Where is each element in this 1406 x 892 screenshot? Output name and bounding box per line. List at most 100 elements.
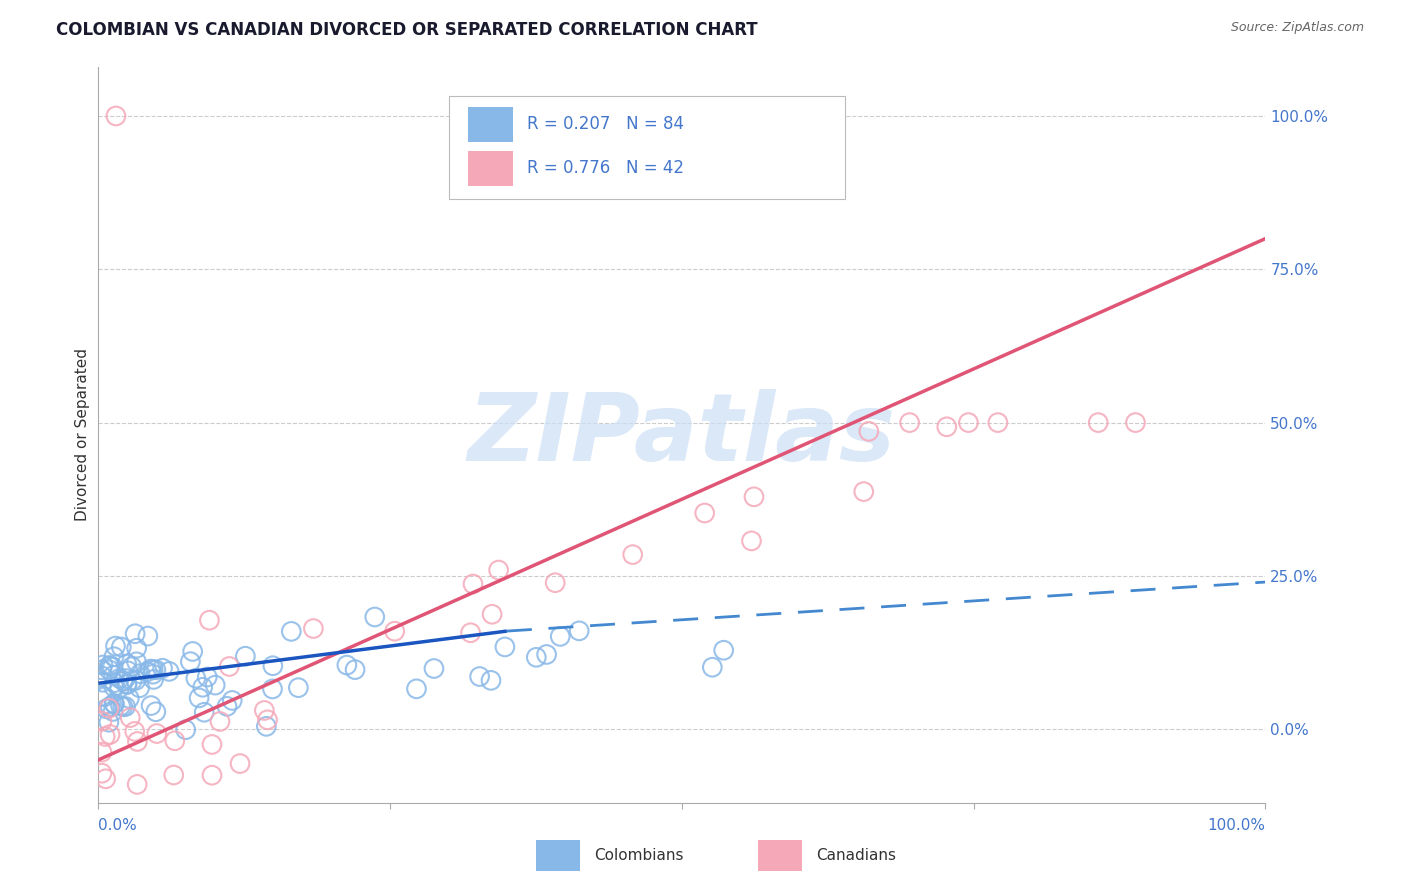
Point <box>103 675 125 690</box>
Point <box>110 698 132 713</box>
Point <box>115 678 138 692</box>
Point <box>91 658 114 673</box>
Point <box>142 673 165 687</box>
Point <box>740 533 762 548</box>
Point <box>287 681 309 695</box>
Bar <box>468 107 513 142</box>
Bar <box>758 840 801 871</box>
Point <box>98 699 121 714</box>
Point <box>693 506 716 520</box>
Point <box>536 648 558 662</box>
Point <box>98 663 121 677</box>
FancyBboxPatch shape <box>449 96 845 200</box>
Point <box>858 425 880 439</box>
Point <box>97 701 120 715</box>
Bar <box>536 840 581 871</box>
Point <box>103 668 125 682</box>
Point <box>90 766 112 780</box>
Point <box>262 658 284 673</box>
Point <box>124 724 146 739</box>
Point <box>114 672 136 686</box>
Point <box>201 768 224 782</box>
Point <box>157 665 180 679</box>
Point <box>204 678 226 692</box>
Text: Colombians: Colombians <box>595 848 683 863</box>
Point <box>229 756 252 771</box>
Point <box>127 777 149 791</box>
Point <box>1087 416 1109 430</box>
Point <box>215 699 238 714</box>
Text: COLOMBIAN VS CANADIAN DIVORCED OR SEPARATED CORRELATION CHART: COLOMBIAN VS CANADIAN DIVORCED OR SEPARA… <box>56 21 758 38</box>
Point <box>254 719 277 733</box>
Text: Source: ZipAtlas.com: Source: ZipAtlas.com <box>1230 21 1364 34</box>
Point <box>262 681 284 696</box>
Point <box>145 705 167 719</box>
Point <box>145 663 167 677</box>
Point <box>280 624 302 639</box>
Point <box>193 705 215 719</box>
Point <box>479 673 502 688</box>
Point <box>127 734 149 748</box>
Point <box>235 649 257 664</box>
Point <box>524 650 547 665</box>
Point <box>256 713 278 727</box>
Point <box>201 738 224 752</box>
Point <box>104 109 127 123</box>
Point <box>90 669 112 683</box>
Point <box>125 673 148 688</box>
Point <box>344 663 367 677</box>
Point <box>98 727 121 741</box>
Point <box>108 672 131 686</box>
Point <box>93 690 115 704</box>
Point <box>97 715 120 730</box>
Point <box>103 680 125 694</box>
Point <box>101 705 124 719</box>
Point <box>111 699 134 714</box>
Point <box>94 772 117 786</box>
Point <box>118 691 141 706</box>
Point <box>94 730 117 744</box>
Point <box>90 745 112 759</box>
Point <box>384 624 406 639</box>
Point <box>935 419 957 434</box>
Point <box>364 610 387 624</box>
Point <box>302 622 325 636</box>
Point <box>494 640 516 654</box>
Point <box>139 698 162 713</box>
Point <box>852 484 875 499</box>
Point <box>742 490 765 504</box>
Point <box>90 689 112 703</box>
Point <box>142 663 165 677</box>
Point <box>621 548 644 562</box>
Point <box>103 697 125 711</box>
Point <box>128 681 150 695</box>
Point <box>101 660 124 674</box>
Point <box>174 723 197 737</box>
Point <box>125 655 148 669</box>
Point <box>702 660 724 674</box>
Point <box>957 416 980 430</box>
Text: 100.0%: 100.0% <box>1208 818 1265 833</box>
Point <box>460 625 482 640</box>
Text: ZIPatlas: ZIPatlas <box>468 389 896 481</box>
Point <box>146 726 169 740</box>
Text: R = 0.776   N = 42: R = 0.776 N = 42 <box>527 160 683 178</box>
Point <box>120 710 142 724</box>
Point <box>96 702 118 716</box>
Point <box>108 681 131 695</box>
Point <box>221 693 243 707</box>
Point <box>188 690 211 705</box>
Point <box>423 661 446 675</box>
Point <box>548 629 571 643</box>
Point <box>191 680 214 694</box>
Point <box>1125 416 1147 430</box>
Point <box>713 643 735 657</box>
Point <box>117 664 139 678</box>
Point <box>142 667 165 681</box>
Point <box>98 658 121 673</box>
Point <box>488 563 510 577</box>
Point <box>461 577 484 591</box>
Text: Canadians: Canadians <box>815 848 896 863</box>
Point <box>136 665 159 679</box>
Point <box>112 673 135 688</box>
